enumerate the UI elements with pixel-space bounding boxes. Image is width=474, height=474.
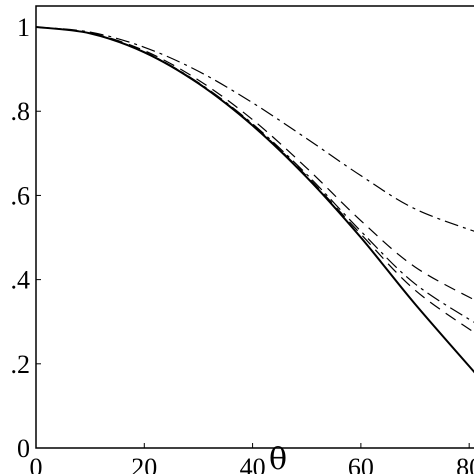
x-axis-title: θ bbox=[269, 442, 287, 474]
y-tick-label: 1 bbox=[17, 13, 30, 42]
y-tick-label: .8 bbox=[11, 97, 31, 126]
x-tick-label: 20 bbox=[131, 453, 157, 474]
x-tick-label: 60 bbox=[348, 453, 374, 474]
x-tick-label: 0 bbox=[30, 453, 43, 474]
x-tick-label: 40 bbox=[240, 453, 266, 474]
series-line-2 bbox=[35, 26, 474, 232]
axis-ticks bbox=[35, 26, 470, 449]
series-line-4 bbox=[35, 26, 474, 323]
series-line-5 bbox=[35, 26, 474, 334]
y-tick-label: .2 bbox=[11, 350, 31, 379]
x-tick-label: 80 bbox=[456, 453, 474, 474]
plot-frame bbox=[35, 5, 474, 449]
y-tick-label: 0 bbox=[17, 434, 30, 463]
y-tick-label: .6 bbox=[11, 181, 31, 210]
y-tick-label: .4 bbox=[11, 266, 31, 295]
axis-tick-labels: 0 20 40 60 80 0 .2 .4 .6 .8 1 bbox=[11, 13, 474, 474]
series-line-1 bbox=[35, 26, 474, 374]
series-group bbox=[35, 26, 474, 374]
series-line-3 bbox=[35, 26, 474, 301]
